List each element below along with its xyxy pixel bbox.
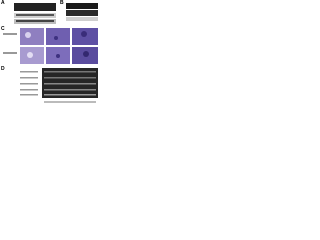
blot-band bbox=[44, 77, 96, 79]
row-label-placeholder bbox=[20, 77, 38, 79]
page: A B C D (() => { const data = JSON.parse… bbox=[0, 0, 320, 107]
panel-label: C bbox=[1, 26, 5, 32]
row-label-placeholder bbox=[20, 71, 38, 73]
blot-strip bbox=[14, 3, 56, 11]
tissue-detail bbox=[56, 54, 60, 58]
blot-band bbox=[44, 71, 96, 73]
blot-b bbox=[66, 3, 98, 21]
panel-label: D bbox=[1, 66, 5, 72]
tissue-detail bbox=[83, 51, 89, 57]
row-label-placeholder bbox=[3, 33, 17, 35]
tissue-detail bbox=[25, 32, 31, 38]
blot-band bbox=[16, 20, 54, 22]
tissue-detail bbox=[27, 52, 33, 58]
tissue-detail bbox=[54, 36, 58, 40]
panel-label: A bbox=[1, 0, 5, 6]
histology-image bbox=[46, 28, 70, 45]
blot-strip bbox=[66, 17, 98, 21]
lane-label-placeholder bbox=[44, 101, 96, 103]
blot-a bbox=[14, 3, 56, 24]
row-label-placeholder bbox=[20, 94, 38, 96]
blot-band bbox=[44, 89, 96, 91]
blot-strip bbox=[66, 10, 98, 16]
blot-band bbox=[44, 83, 96, 85]
blot-band bbox=[44, 94, 96, 96]
histology-grid bbox=[3, 28, 98, 64]
panel-label: B bbox=[60, 0, 64, 6]
tissue-detail bbox=[81, 31, 87, 37]
histology-image bbox=[20, 28, 44, 45]
row-label-placeholder bbox=[3, 52, 17, 54]
blot-d bbox=[20, 68, 98, 103]
row-label-placeholder bbox=[20, 83, 38, 85]
blot-strip bbox=[66, 3, 98, 9]
row-label-placeholder bbox=[20, 89, 38, 91]
blot-band bbox=[16, 14, 54, 16]
figure: A B C D bbox=[1, 0, 98, 103]
